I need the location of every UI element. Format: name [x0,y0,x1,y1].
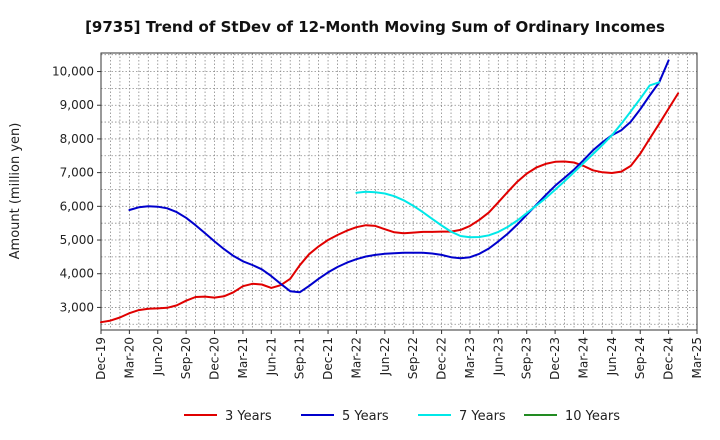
x-tick-label: Jun-21 [264,337,278,376]
x-tick-label: Jun-20 [151,337,165,376]
x-tick-label: Dec-24 [662,337,676,380]
y-tick-label: 8,000 [60,132,94,146]
y-tick-label: 4,000 [60,267,94,281]
legend-label: 10 Years [565,409,620,424]
legend-label: 3 Years [225,409,272,424]
x-tick-label: Mar-20 [122,337,136,378]
x-tick-label: Jun-22 [378,337,392,376]
x-tick-label: Sep-20 [179,337,193,379]
x-tick-label: Dec-19 [94,337,108,380]
legend-label: 7 Years [459,409,506,424]
y-tick-label: 10,000 [52,65,94,79]
y-tick-label: 5,000 [60,233,94,247]
x-tick-label: Dec-22 [435,337,449,380]
x-tick-label: Mar-21 [236,337,250,378]
x-tick-label: Dec-23 [548,337,562,380]
x-tick-label: Mar-24 [576,337,590,378]
plot-border [100,52,698,331]
x-tick-label: Mar-23 [463,337,477,378]
y-axis-label: Amount (million yen) [8,123,23,260]
x-tick-label: Sep-22 [406,337,420,379]
x-tick-label: Jun-24 [605,337,619,376]
chart-title: [9735] Trend of StDev of 12-Month Moving… [85,18,665,36]
x-tick-label: Jun-23 [491,337,505,376]
x-tick-label: Sep-21 [293,337,307,379]
plot-background [101,53,697,330]
y-tick-label: 9,000 [60,98,94,112]
x-tick-label: Sep-24 [633,337,647,379]
x-tick-label: Mar-25 [690,337,704,378]
x-tick-label: Dec-21 [321,337,335,380]
x-tick-label: Sep-23 [520,337,534,379]
y-tick-label: 6,000 [60,199,94,213]
x-tick-label: Dec-20 [208,337,222,380]
x-tick-label: Mar-22 [349,337,363,378]
y-tick-label: 7,000 [60,166,94,180]
series-line-5-years [128,59,670,294]
y-tick-label: 3,000 [60,300,94,314]
legend: 3 Years 5 Years 7 Years 10 Years [184,409,620,424]
plot-area: 3,000 4,000 5,000 6,000 7,000 8,000 9,000 10,00… [52,52,704,380]
legend-label: 5 Years [342,409,389,424]
series-line-7-years [355,81,661,239]
